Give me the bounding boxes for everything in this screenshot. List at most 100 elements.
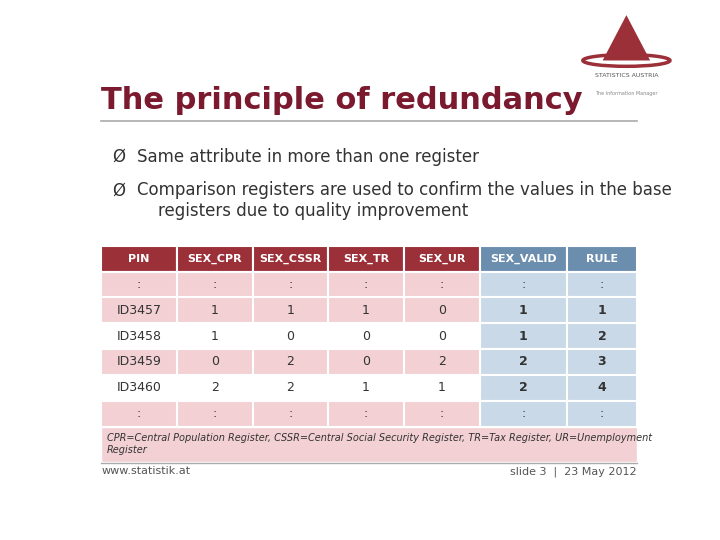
FancyBboxPatch shape [177,323,253,349]
Text: 1: 1 [519,329,528,342]
Text: 2: 2 [519,355,528,368]
FancyBboxPatch shape [177,272,253,298]
Text: :: : [440,407,444,420]
Text: SEX_CPR: SEX_CPR [187,253,242,264]
FancyBboxPatch shape [253,272,328,298]
Text: 2: 2 [287,381,294,394]
Text: 0: 0 [362,329,370,342]
Text: CPR=Central Population Register, CSSR=Central Social Security Register, TR=Tax R: CPR=Central Population Register, CSSR=Ce… [107,434,652,455]
FancyBboxPatch shape [177,349,253,375]
Text: slide 3  |  23 May 2012: slide 3 | 23 May 2012 [510,466,637,477]
Text: The Information Manager: The Information Manager [595,91,657,96]
FancyBboxPatch shape [480,272,567,298]
FancyBboxPatch shape [567,375,636,401]
FancyBboxPatch shape [404,246,480,272]
Text: 2: 2 [519,381,528,394]
Text: 4: 4 [598,381,606,394]
FancyBboxPatch shape [101,323,177,349]
FancyBboxPatch shape [101,427,637,462]
Text: SEX_VALID: SEX_VALID [490,253,557,264]
FancyBboxPatch shape [328,375,404,401]
FancyBboxPatch shape [253,298,328,323]
Text: 1: 1 [362,381,370,394]
Text: ID3460: ID3460 [117,381,161,394]
Text: :: : [212,407,217,420]
Text: 1: 1 [598,304,606,317]
FancyBboxPatch shape [480,246,567,272]
Text: 2: 2 [598,329,606,342]
Text: 0: 0 [211,355,219,368]
FancyBboxPatch shape [101,246,177,272]
Text: ID3457: ID3457 [117,304,161,317]
FancyBboxPatch shape [101,298,177,323]
Text: 1: 1 [519,304,528,317]
FancyBboxPatch shape [253,401,328,427]
FancyBboxPatch shape [253,323,328,349]
Text: www.statistik.at: www.statistik.at [101,467,190,476]
FancyBboxPatch shape [404,323,480,349]
Text: :: : [600,278,604,291]
FancyBboxPatch shape [101,401,177,427]
Text: ID3458: ID3458 [117,329,161,342]
Text: 1: 1 [438,381,446,394]
Text: :: : [137,407,141,420]
FancyBboxPatch shape [328,323,404,349]
FancyBboxPatch shape [567,401,636,427]
FancyBboxPatch shape [177,375,253,401]
FancyBboxPatch shape [480,298,567,323]
Text: :: : [521,278,526,291]
Text: Same attribute in more than one register: Same attribute in more than one register [138,148,480,166]
Text: 1: 1 [362,304,370,317]
FancyBboxPatch shape [253,246,328,272]
FancyBboxPatch shape [328,246,404,272]
FancyBboxPatch shape [404,298,480,323]
Text: :: : [600,407,604,420]
FancyBboxPatch shape [567,349,636,375]
FancyBboxPatch shape [253,349,328,375]
Text: 0: 0 [438,304,446,317]
FancyBboxPatch shape [567,323,636,349]
FancyBboxPatch shape [480,323,567,349]
FancyBboxPatch shape [404,272,480,298]
Text: 1: 1 [211,304,219,317]
FancyBboxPatch shape [101,375,177,401]
Text: PIN: PIN [128,254,150,264]
FancyBboxPatch shape [328,349,404,375]
Text: 2: 2 [211,381,219,394]
FancyBboxPatch shape [480,349,567,375]
Text: SEX_CSSR: SEX_CSSR [259,253,322,264]
FancyBboxPatch shape [404,375,480,401]
Text: RULE: RULE [586,254,618,264]
Text: :: : [212,278,217,291]
Text: 2: 2 [287,355,294,368]
Text: 1: 1 [211,329,219,342]
Text: :: : [364,278,368,291]
Text: SEX_UR: SEX_UR [418,253,465,264]
Text: 0: 0 [438,329,446,342]
Text: :: : [137,278,141,291]
Text: The principle of redundancy: The principle of redundancy [101,85,582,114]
FancyBboxPatch shape [101,272,177,298]
FancyBboxPatch shape [480,401,567,427]
FancyBboxPatch shape [404,349,480,375]
FancyBboxPatch shape [253,375,328,401]
Text: Comparison registers are used to confirm the values in the base
    registers du: Comparison registers are used to confirm… [138,181,672,220]
FancyBboxPatch shape [177,246,253,272]
FancyBboxPatch shape [567,246,636,272]
FancyBboxPatch shape [328,298,404,323]
Text: ID3459: ID3459 [117,355,161,368]
Text: :: : [440,278,444,291]
Text: 0: 0 [287,329,294,342]
FancyBboxPatch shape [328,272,404,298]
FancyBboxPatch shape [177,298,253,323]
Text: :: : [288,278,292,291]
Text: :: : [288,407,292,420]
Text: 0: 0 [362,355,370,368]
FancyBboxPatch shape [177,401,253,427]
FancyBboxPatch shape [404,401,480,427]
FancyBboxPatch shape [101,349,177,375]
FancyBboxPatch shape [567,298,636,323]
Text: SEX_TR: SEX_TR [343,253,389,264]
FancyBboxPatch shape [328,401,404,427]
Text: 3: 3 [598,355,606,368]
